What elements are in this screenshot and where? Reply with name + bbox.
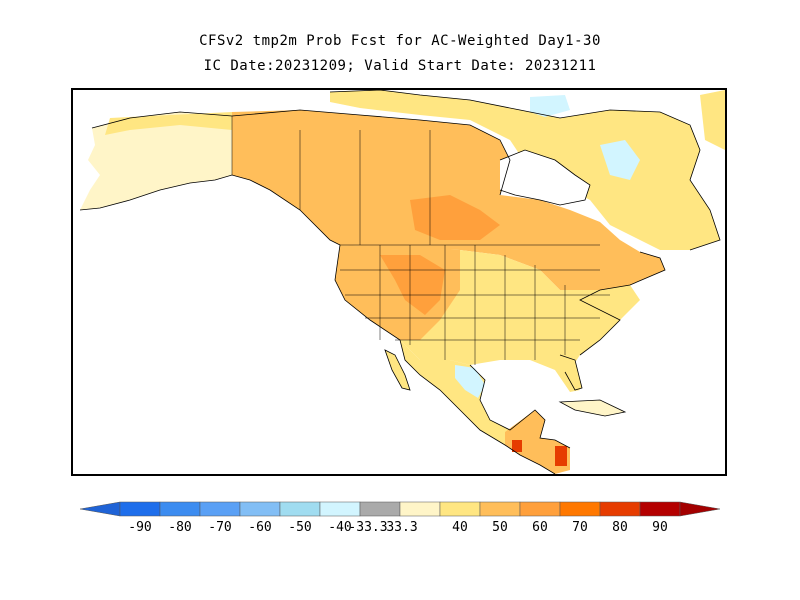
legend-swatch bbox=[319, 501, 361, 517]
legend-swatch bbox=[599, 501, 641, 517]
legend-swatch bbox=[479, 501, 521, 517]
legend-label: -60 bbox=[248, 520, 272, 535]
baja-region bbox=[385, 350, 410, 390]
legend-label: 50 bbox=[492, 520, 508, 535]
alaska-coast-region bbox=[105, 112, 232, 135]
legend-label: -33.3 bbox=[348, 520, 388, 535]
legend-right-arrow bbox=[679, 501, 720, 517]
greenland-region bbox=[700, 90, 725, 150]
legend-swatch bbox=[159, 501, 201, 517]
legend-swatch bbox=[399, 501, 441, 517]
coastlines bbox=[79, 90, 721, 474]
legend-left-arrow bbox=[80, 501, 121, 517]
legend-swatch bbox=[439, 501, 481, 517]
legend-label: 90 bbox=[652, 520, 668, 535]
legend-swatch bbox=[199, 501, 241, 517]
title-line-1: CFSv2 tmp2m Prob Fcst for AC-Weighted Da… bbox=[199, 33, 601, 49]
legend-swatch bbox=[559, 501, 601, 517]
hudson-bay bbox=[500, 150, 590, 205]
legend-label: -90 bbox=[128, 520, 152, 535]
color-legend-bar bbox=[80, 501, 720, 517]
legend-label: 60 bbox=[532, 520, 548, 535]
legend-label: -70 bbox=[208, 520, 232, 535]
cool-patch-east bbox=[600, 140, 640, 180]
legend-label: -40 bbox=[328, 520, 352, 535]
central-america-hot-2 bbox=[555, 446, 567, 466]
arctic-islands-region bbox=[330, 90, 720, 250]
alaska-region bbox=[80, 112, 232, 210]
cuba-region bbox=[560, 400, 625, 416]
legend-label: -80 bbox=[168, 520, 192, 535]
mexico-region bbox=[400, 340, 520, 445]
canada-deep-region bbox=[410, 195, 500, 240]
map-frame bbox=[71, 88, 727, 476]
legend-swatch bbox=[119, 501, 161, 517]
legend-swatch bbox=[359, 501, 401, 517]
florida-region bbox=[560, 355, 582, 390]
legend-label: 33.3 bbox=[386, 520, 418, 535]
legend-label: -50 bbox=[288, 520, 312, 535]
title-line-2: IC Date:20231209; Valid Start Date: 2023… bbox=[203, 58, 597, 74]
mexico-cool-region bbox=[455, 365, 485, 398]
legend-label: 70 bbox=[572, 520, 588, 535]
central-america-hot bbox=[512, 440, 522, 452]
legend-swatch bbox=[639, 501, 681, 517]
cool-patch-north bbox=[530, 95, 570, 117]
north-america-map bbox=[79, 90, 725, 474]
political-borders bbox=[231, 116, 610, 365]
legend-swatch bbox=[239, 501, 281, 517]
legend-label: 80 bbox=[612, 520, 628, 535]
central-america-region bbox=[505, 410, 570, 474]
legend-swatch bbox=[279, 501, 321, 517]
color-legend-labels: -90 -80 -70 -60 -50 -40 -33.3 33.3 40 50 60 70 80 90 bbox=[0, 520, 800, 540]
legend-label: 40 bbox=[452, 520, 468, 535]
legend-swatch bbox=[519, 501, 561, 517]
